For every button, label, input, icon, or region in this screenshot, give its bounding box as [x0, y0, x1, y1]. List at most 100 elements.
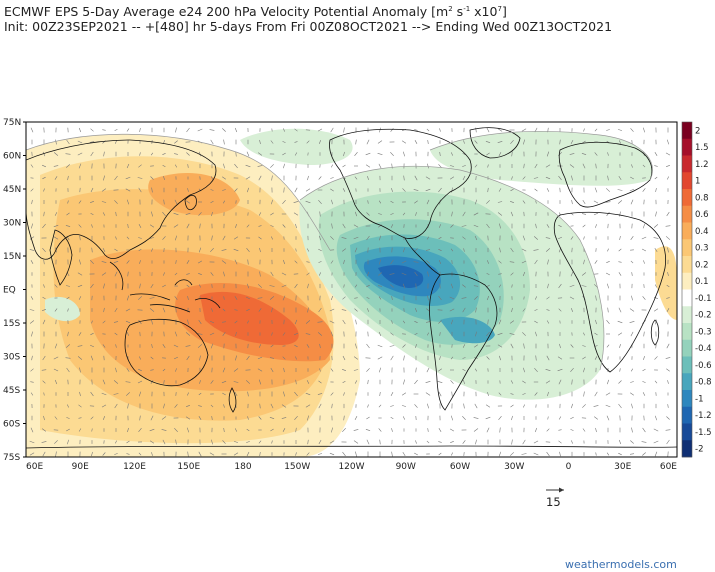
wind-vector [198, 405, 202, 407]
wind-vector [319, 368, 321, 372]
wind-vector [91, 320, 93, 324]
wind-vector [259, 403, 261, 409]
wind-vector [547, 391, 549, 397]
wind-vector [29, 320, 35, 324]
wind-vector [41, 441, 47, 443]
wind-vector [185, 416, 191, 420]
wind-vector [318, 176, 322, 180]
colorbar-segment [682, 272, 692, 290]
wind-vector [391, 188, 393, 192]
wind-vector [378, 163, 382, 169]
wind-vector [115, 440, 117, 444]
lon-label: 30W [504, 462, 524, 472]
wind-vector [582, 345, 586, 347]
wind-vector [377, 140, 383, 144]
wind-vector [42, 176, 46, 180]
wind-vector [463, 140, 465, 144]
wind-vector [377, 356, 383, 360]
wind-vector [653, 224, 659, 228]
wind-vector [486, 427, 490, 433]
wind-vector [391, 428, 393, 432]
wind-vector [667, 272, 669, 276]
wind-vector [174, 404, 178, 408]
wind-vector [78, 332, 82, 336]
wind-vector [282, 200, 286, 204]
wind-vector [211, 439, 213, 445]
lon-label: 120W [338, 462, 364, 472]
wind-vector [78, 296, 82, 300]
wind-vector [102, 212, 106, 216]
colorbar-segment [682, 205, 692, 223]
wind-vector [425, 176, 431, 180]
wind-vector [294, 187, 298, 193]
wind-vector [247, 320, 249, 324]
wind-vector [149, 237, 155, 239]
wind-vector [222, 321, 226, 323]
wind-vector [439, 224, 441, 228]
wind-vector [534, 320, 538, 324]
wind-vector [246, 283, 250, 289]
wind-vector [377, 285, 383, 287]
wind-vector [401, 405, 407, 407]
wind-vector [403, 379, 405, 385]
wind-vector [175, 235, 177, 241]
wind-vector [78, 224, 82, 228]
lat-label: 30S [3, 353, 20, 363]
wind-vector [643, 260, 645, 264]
wind-vector [233, 441, 239, 443]
wind-vector [582, 140, 586, 144]
lat-label: 30N [3, 219, 21, 229]
lon-label: 180 [234, 462, 251, 472]
wind-vector [642, 164, 646, 168]
wind-vector [461, 225, 467, 227]
wind-vector [666, 343, 670, 349]
wind-vector [510, 247, 514, 253]
wind-vector [174, 140, 178, 144]
wind-vector [330, 127, 334, 133]
wind-vector [246, 224, 250, 228]
lon-label: 150E [177, 462, 200, 472]
wind-vector [175, 368, 177, 372]
wind-vector [150, 356, 154, 360]
wind-vector [473, 224, 479, 228]
wind-vector [114, 175, 118, 181]
wind-vector [173, 224, 179, 228]
wind-vector [595, 427, 597, 433]
wind-vector [258, 379, 262, 385]
wind-vector [474, 272, 478, 276]
wind-vector [390, 332, 394, 336]
wind-vector [510, 211, 514, 217]
wind-vector [545, 164, 551, 168]
wind-vector [294, 344, 298, 348]
wind-vector [654, 165, 658, 167]
wind-vector [571, 379, 573, 385]
wind-vector [593, 405, 599, 407]
wind-vector [390, 259, 394, 265]
wind-vector [173, 212, 179, 216]
wind-vector [306, 261, 310, 263]
wind-vector [497, 128, 503, 132]
wind-vector [90, 187, 94, 193]
wind-vector [570, 271, 574, 277]
wind-vector [654, 451, 658, 457]
wind-vector [595, 452, 597, 456]
wind-vector [53, 224, 59, 228]
wind-vector [607, 175, 609, 181]
colorbar-segment [682, 172, 692, 190]
wind-vector [618, 307, 622, 313]
wind-vector [283, 163, 285, 169]
wind-vector [511, 439, 513, 445]
wind-vector [187, 188, 189, 192]
wind-vector [401, 140, 407, 144]
wind-vector [343, 259, 345, 265]
wind-vector [329, 440, 335, 444]
wind-vector [666, 439, 670, 445]
wind-vector [414, 332, 418, 336]
wind-vector [497, 332, 503, 336]
lon-label: 90E [72, 462, 89, 472]
wind-vector [210, 247, 214, 253]
wind-vector [379, 127, 381, 133]
wind-vector [91, 451, 93, 457]
wind-vector [618, 140, 622, 144]
wind-vector [43, 392, 45, 396]
